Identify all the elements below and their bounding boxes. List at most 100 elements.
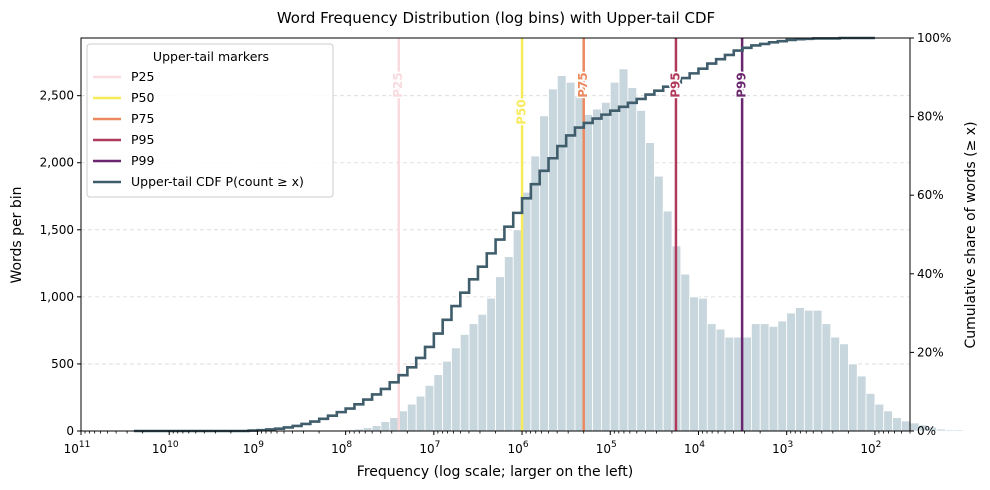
histogram-bar <box>548 88 558 432</box>
histogram-bar <box>821 323 832 432</box>
marker-label-p99: P99 <box>735 72 749 98</box>
histogram-bar <box>371 425 382 432</box>
histogram-bar <box>751 323 761 432</box>
marker-label-p75: P75 <box>576 72 590 98</box>
marker-label-p25: P25 <box>391 72 405 98</box>
histogram-bar <box>856 375 867 432</box>
y-tick-label: 500 <box>51 357 74 371</box>
x-tick-label: 1011 <box>64 440 91 456</box>
histogram-bar <box>953 429 964 432</box>
histogram-bar <box>583 114 594 432</box>
histogram-bar <box>556 75 567 432</box>
x-tick-label: 105 <box>596 440 617 456</box>
histogram-bar <box>680 273 691 432</box>
legend-title: Upper-tail markers <box>153 49 269 64</box>
histogram-bar <box>592 108 602 432</box>
histogram-bar <box>627 87 638 432</box>
legend-entry: P95 <box>131 132 154 147</box>
legend-entry: Upper-tail CDF P(count ≥ x) <box>131 174 304 189</box>
percentile-markers <box>397 38 744 431</box>
histogram-bar <box>362 427 373 432</box>
histogram-bar <box>830 336 841 432</box>
y2-tick-label: 0% <box>917 424 936 438</box>
y-tick-label: 2,000 <box>40 156 74 170</box>
x-tick-label: 109 <box>243 440 264 456</box>
histogram-bar <box>689 296 699 432</box>
cdf-series <box>133 36 875 433</box>
histogram-bar <box>848 363 858 432</box>
histogram-bar <box>618 68 629 432</box>
histogram-bar <box>865 393 876 432</box>
x-axis-label: Frequency (log scale; larger on the left… <box>357 464 633 480</box>
histogram-bar <box>786 312 796 432</box>
histogram-bar <box>759 323 770 432</box>
histogram-bar <box>777 320 788 432</box>
y2-tick-label: 100% <box>917 31 951 45</box>
histogram-bar <box>892 417 902 432</box>
x-tick-label: 1010 <box>152 440 179 456</box>
y2-tick-label: 20% <box>917 345 944 359</box>
legend-box <box>86 43 334 198</box>
marker-label-p50: P50 <box>515 99 529 125</box>
histogram-bar <box>742 336 752 432</box>
y-tick-label: 0 <box>66 424 74 438</box>
histogram-bar <box>521 191 532 432</box>
histogram-bar <box>653 175 664 432</box>
y-tick-label: 1,000 <box>40 290 74 304</box>
legend: Upper-tail markers P25 P50 P75 P95 P99 Upper-… <box>86 43 334 198</box>
histogram-bar <box>706 323 717 432</box>
y-tick-label: 1,500 <box>40 223 74 237</box>
x-tick-label: 108 <box>331 440 352 456</box>
histogram-bar <box>495 276 505 432</box>
cdf-line <box>133 36 875 433</box>
legend-entry: P75 <box>131 111 154 126</box>
y2-tick-label: 40% <box>917 267 944 281</box>
histogram-bar <box>424 384 435 432</box>
y2-tick-label: 80% <box>917 110 944 124</box>
histogram-bar <box>945 429 955 432</box>
histogram-bar <box>539 115 549 432</box>
marker-label-p95: P95 <box>668 72 682 98</box>
legend-entry: P25 <box>131 69 154 84</box>
axes: 1011 1010 109 108 107 106 105 104 103 102 0 500 1,00… <box>40 31 952 456</box>
histogram-bar <box>451 347 461 432</box>
chart-title: Word Frequency Distribution (log bins) w… <box>277 9 715 27</box>
legend-entry: P50 <box>131 90 154 105</box>
histogram-bar <box>512 229 523 432</box>
percentile-marker-labels: P25 P50 P75 P95 P99 <box>390 71 750 127</box>
histogram-bars <box>345 68 964 432</box>
histogram-bar <box>442 360 452 432</box>
histogram-bar <box>636 110 646 432</box>
y-axis-label: Words per bin <box>9 186 25 283</box>
histogram-bar <box>504 256 514 432</box>
histogram-bar <box>380 421 391 432</box>
histogram-bar <box>662 210 673 432</box>
histogram-bar <box>812 309 823 432</box>
histogram-bar <box>645 142 655 432</box>
y2-tick-label: 60% <box>917 188 944 202</box>
histogram-bar <box>795 307 805 432</box>
histogram-bar <box>768 325 779 432</box>
histogram-bar <box>936 428 946 432</box>
histogram-bar <box>698 297 708 432</box>
y2-axis-label: Cumulative share of words (≥ x) <box>963 121 979 348</box>
histogram-bar <box>883 410 893 432</box>
histogram-bar <box>415 395 426 432</box>
histogram-bar <box>459 334 470 432</box>
histogram-bar <box>839 343 849 432</box>
x-tick-label: 107 <box>419 440 440 456</box>
histogram-bar <box>433 374 444 432</box>
histogram-bar <box>724 336 735 432</box>
y-tick-label: 2,500 <box>40 89 74 103</box>
histogram-bar <box>609 81 620 432</box>
histogram-bar <box>389 417 399 432</box>
x-tick-label: 102 <box>860 440 881 456</box>
legend-entry: P99 <box>131 153 154 168</box>
x-tick-label: 103 <box>772 440 793 456</box>
x-tick-label: 104 <box>684 440 705 456</box>
histogram-bar <box>900 420 911 432</box>
histogram-bar <box>715 328 726 432</box>
histogram-bar <box>803 309 814 432</box>
histogram-bar <box>468 323 479 432</box>
